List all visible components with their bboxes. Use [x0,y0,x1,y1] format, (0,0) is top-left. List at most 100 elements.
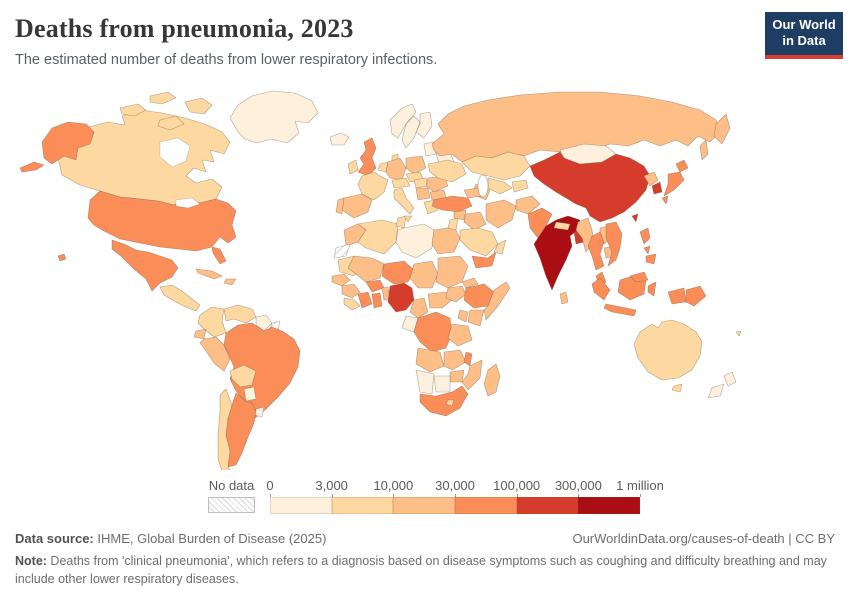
country-peru[interactable] [199,336,231,372]
country-uk[interactable] [357,137,377,177]
country-usa-hawaii[interactable] [57,253,67,262]
country-france[interactable] [357,171,389,201]
legend-no-data[interactable]: No data [208,478,255,513]
legend-bin-b5[interactable] [516,497,579,514]
country-iraq[interactable] [463,211,487,231]
legend-bin-b6[interactable] [578,497,641,514]
country-sudan[interactable] [435,255,469,289]
country-greenland[interactable] [229,90,319,144]
country-sri-lanka[interactable] [559,291,569,305]
country-finland[interactable] [415,111,433,139]
country-mozambique[interactable] [461,359,483,391]
country-ireland[interactable] [347,159,359,175]
country-chad[interactable] [409,260,439,289]
country-turkey[interactable] [431,195,473,213]
country-somalia[interactable] [483,281,511,321]
country-saudi-arabia[interactable] [459,227,499,257]
country-bolivia[interactable] [229,364,257,388]
country-papua-new-guinea[interactable] [685,285,707,307]
country-japan-honshu[interactable] [663,171,685,197]
country-new-zealand-south[interactable] [707,383,725,399]
country-italy[interactable] [393,187,415,215]
country-kyrgyzstan-tajikistan[interactable] [511,179,529,193]
country-uzbekistan[interactable] [487,177,513,195]
country-nepal[interactable] [553,221,571,231]
country-norway[interactable] [389,103,417,139]
country-malaysia-borneo[interactable] [629,271,649,283]
country-russia-sakhalin[interactable] [699,139,709,161]
country-kenya[interactable] [467,309,485,327]
country-mali[interactable] [347,255,385,283]
country-philippines-visayas[interactable] [643,245,651,255]
country-zambia[interactable] [443,349,467,371]
country-portugal[interactable] [335,197,345,215]
country-canada-victoria-island[interactable] [119,103,147,117]
country-cuba[interactable] [195,268,223,280]
country-north-korea[interactable] [643,171,659,187]
country-hispaniola[interactable] [223,278,237,286]
country-usa[interactable] [87,190,237,252]
country-cote-divoire[interactable] [357,291,373,309]
country-hungary[interactable] [413,177,429,189]
country-usa-alaska[interactable] [41,121,95,165]
country-drc[interactable] [413,311,453,353]
country-spain[interactable] [341,193,373,219]
country-usa-florida[interactable] [211,246,227,265]
country-indonesia-papua[interactable] [667,287,687,305]
country-paraguay[interactable] [243,386,257,402]
country-ecuador[interactable] [193,328,207,340]
country-syria[interactable] [453,209,467,221]
country-taiwan[interactable] [631,213,639,223]
country-italy-sicily[interactable] [403,215,413,223]
country-japan-kyushu[interactable] [661,195,669,205]
legend-bin-b4[interactable] [455,497,517,514]
country-guinea[interactable] [341,283,361,299]
country-burkina-faso[interactable] [365,279,385,293]
country-iran[interactable] [485,199,517,229]
country-libya[interactable] [395,223,435,259]
country-uganda[interactable] [457,309,469,323]
country-south-korea[interactable] [651,181,663,195]
country-indonesia-sulawesi[interactable] [647,281,657,297]
country-venezuela[interactable] [223,304,257,324]
country-cameroon[interactable] [409,297,429,319]
country-oman[interactable] [493,239,507,255]
country-malawi[interactable] [463,351,473,367]
country-ghana[interactable] [371,292,383,309]
country-philippines-luzon[interactable] [639,227,651,245]
country-mongolia[interactable] [559,143,617,165]
country-canada-southampton[interactable] [157,115,185,131]
country-canada-ellesmere[interactable] [149,91,177,105]
country-afghanistan[interactable] [515,195,541,215]
country-algeria[interactable] [357,219,399,255]
world-map[interactable] [0,80,850,478]
legend-bin-b1[interactable] [270,497,332,514]
country-balkans[interactable] [415,187,431,201]
country-australia[interactable] [633,319,703,381]
country-russia-kamchatka[interactable] [713,113,731,145]
country-sierra-leone-liberia[interactable] [343,297,361,311]
country-usa-aleutians[interactable] [19,161,45,173]
country-yemen[interactable] [471,251,497,269]
country-austria-switzerland[interactable] [391,177,411,189]
country-western-sahara[interactable] [333,243,351,259]
country-madagascar[interactable] [483,363,501,397]
country-central-america[interactable] [159,284,201,312]
country-fiji[interactable] [735,330,742,337]
country-iceland[interactable] [329,132,350,146]
country-botswana[interactable] [433,375,451,393]
country-eritrea[interactable] [461,277,479,289]
country-levant[interactable] [447,217,459,231]
legend-bin-b2[interactable] [331,497,394,514]
country-tunisia[interactable] [395,215,407,229]
country-senegal[interactable] [331,273,351,287]
country-ukraine[interactable] [427,159,467,183]
country-thailand[interactable] [587,231,605,271]
country-south-africa[interactable] [419,385,469,417]
country-lesotho[interactable] [445,399,455,407]
country-nigeria[interactable] [387,282,415,313]
country-india[interactable] [533,215,581,291]
country-south-sudan[interactable] [445,285,467,303]
country-germany[interactable] [385,157,407,181]
country-new-zealand-north[interactable] [723,371,737,387]
